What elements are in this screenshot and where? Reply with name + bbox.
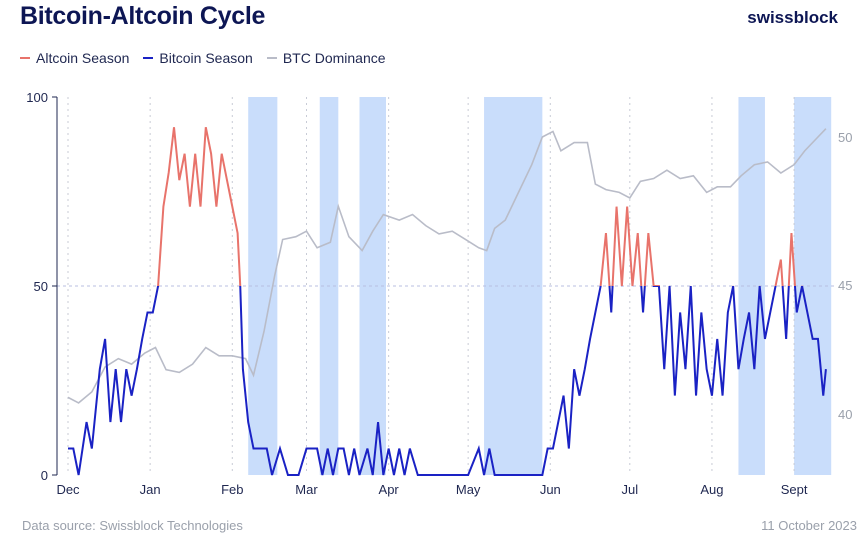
x-tick-label: Dec bbox=[56, 482, 80, 497]
altcoin-season-line bbox=[157, 127, 804, 286]
data-source: Data source: Swissblock Technologies bbox=[22, 518, 243, 533]
right-tick-label: 40 bbox=[838, 407, 852, 422]
left-tick-label: 0 bbox=[41, 468, 48, 483]
legend-swatch bbox=[20, 57, 30, 59]
chart-title: Bitcoin-Altcoin Cycle bbox=[20, 2, 266, 30]
x-tick-label: Jan bbox=[140, 482, 161, 497]
legend-label: Altcoin Season bbox=[36, 50, 130, 66]
btc-dominance-line bbox=[67, 128, 827, 404]
x-tick-label: May bbox=[456, 482, 481, 497]
legend-altcoin: Altcoin Season bbox=[20, 50, 129, 66]
legend: Altcoin Season Bitcoin Season BTC Domina… bbox=[20, 50, 386, 66]
swissblock-logo: swissblock bbox=[747, 8, 838, 27]
x-tick-label: Jun bbox=[540, 482, 561, 497]
x-tick-label: Mar bbox=[295, 482, 318, 497]
x-tick-label: Feb bbox=[221, 482, 243, 497]
legend-swatch bbox=[266, 57, 277, 59]
x-tick-label: Aug bbox=[700, 482, 723, 497]
left-tick-label: 50 bbox=[34, 279, 48, 294]
legend-bitcoin: Bitcoin Season bbox=[143, 50, 253, 66]
right-tick-label: 50 bbox=[838, 130, 852, 145]
x-tick-label: Jul bbox=[621, 482, 638, 497]
publish-date: 11 October 2023 bbox=[761, 518, 857, 533]
left-tick-label: 100 bbox=[26, 90, 48, 105]
x-tick-label: Sept bbox=[781, 482, 808, 497]
legend-dominance: BTC Dominance bbox=[266, 50, 386, 66]
right-tick-label: 45 bbox=[838, 278, 852, 293]
legend-label: Bitcoin Season bbox=[159, 50, 253, 66]
legend-label: BTC Dominance bbox=[282, 50, 386, 66]
bitcoin-season-line bbox=[68, 286, 827, 476]
legend-swatch bbox=[143, 57, 154, 59]
x-tick-label: Apr bbox=[379, 482, 400, 497]
